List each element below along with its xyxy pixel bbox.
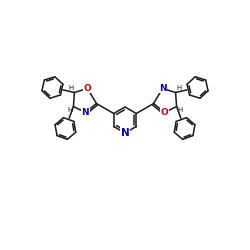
Text: N: N: [159, 84, 166, 93]
Text: H: H: [67, 108, 72, 114]
Text: O: O: [84, 84, 91, 93]
Text: H: H: [176, 86, 182, 91]
Text: O: O: [161, 108, 168, 117]
Text: N: N: [82, 108, 89, 117]
Text: H: H: [178, 108, 183, 114]
Text: N: N: [120, 128, 130, 138]
Text: H: H: [68, 86, 73, 91]
